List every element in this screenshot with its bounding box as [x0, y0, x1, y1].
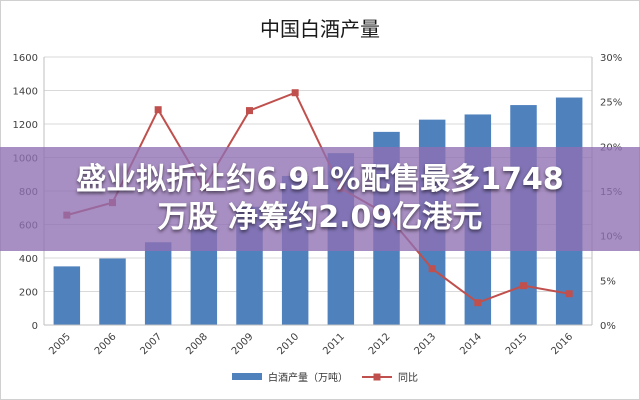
y-left-tick-label: 1400: [13, 87, 38, 98]
legend-bar-swatch: [232, 373, 262, 380]
y-left-tick-label: 1200: [13, 120, 38, 131]
y-right-tick-label: 0%: [600, 321, 616, 332]
yoy-point: [246, 107, 253, 115]
legend-line-marker: [373, 373, 381, 381]
yoy-point: [154, 106, 162, 114]
yoy-line: [66, 91, 570, 304]
bar: [99, 258, 126, 325]
y-right-tick-label: 25%: [600, 98, 622, 109]
headline-line-2: 万股 净筹约2.09亿港元: [157, 200, 483, 235]
y-right-tick-label: 5%: [600, 276, 616, 287]
chart-title: 中国白酒产量: [260, 17, 380, 41]
yoy-point: [565, 290, 573, 298]
yoy-point: [428, 265, 436, 273]
yoy-point: [291, 89, 299, 97]
legend-line-label: 同比: [398, 372, 418, 384]
bar: [53, 266, 81, 325]
y-left-tick-label: 0: [32, 321, 38, 332]
bar: [144, 242, 172, 325]
y-left-tick-label: 200: [19, 288, 38, 299]
yoy-point: [474, 299, 482, 307]
y-left-tick-label: 400: [19, 254, 38, 265]
legend: 白酒产量（万吨） 同比: [232, 371, 418, 384]
y-left-tick-label: 1600: [13, 53, 38, 64]
headline-banner: 盛业拟折让约6.91%配售最多1748 万股 净筹约2.09亿港元: [0, 147, 640, 251]
legend-bar-label: 白酒产量（万吨）: [268, 371, 348, 384]
yoy-point: [520, 282, 527, 290]
y-right-tick-label: 30%: [600, 53, 622, 64]
headline-line-1: 盛业拟折让约6.91%配售最多1748: [76, 162, 564, 197]
